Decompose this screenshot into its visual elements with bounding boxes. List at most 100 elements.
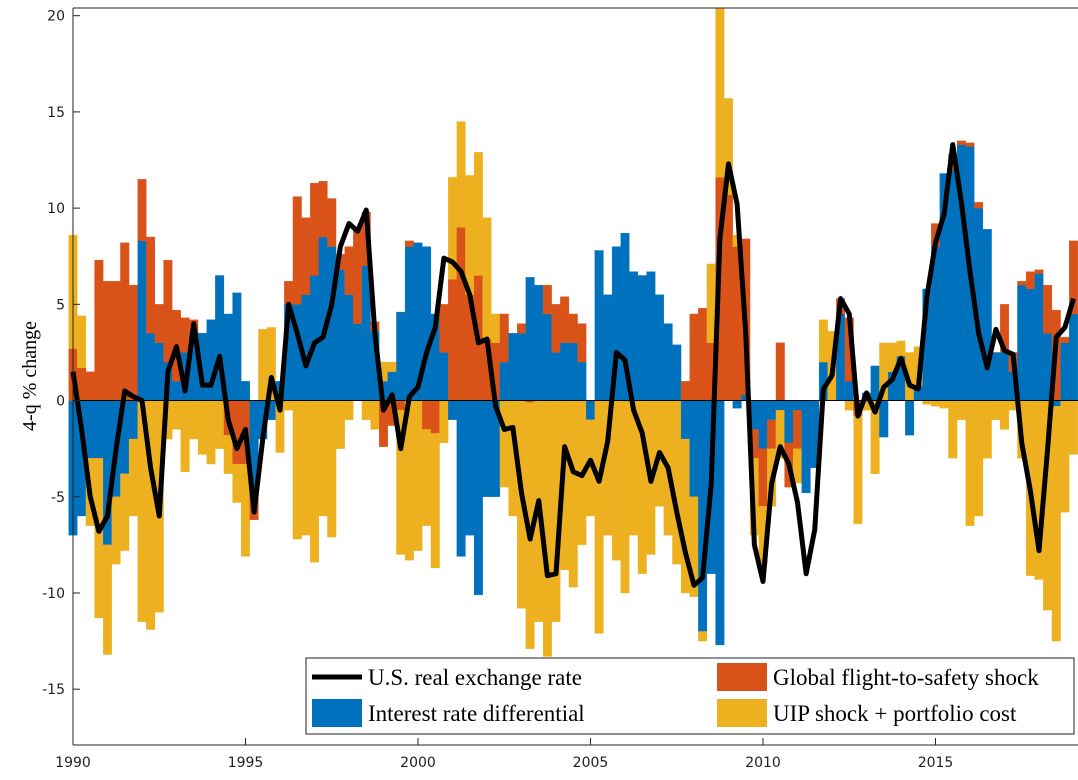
bar-segment (767, 419, 777, 449)
bar-segment (1034, 273, 1044, 401)
bar-segment (465, 175, 475, 295)
bar-segment (620, 400, 630, 594)
legend-swatch (717, 663, 767, 691)
bar-segment (1051, 406, 1061, 642)
bar-segment (965, 142, 975, 147)
bar-segment (128, 400, 138, 440)
bar-segment (258, 329, 268, 401)
bar-segment (128, 438, 138, 517)
bar-segment (465, 400, 475, 536)
bar-segment (456, 121, 466, 228)
bar-segment (896, 340, 906, 357)
bar-segment (335, 269, 345, 401)
bar-segment (404, 246, 414, 401)
y-tick-label: 15 (47, 105, 65, 121)
bar-segment (637, 275, 647, 401)
bar-segment (724, 98, 733, 195)
bar-segment (982, 229, 992, 401)
bar-segment (517, 333, 526, 401)
bar-segment (85, 371, 95, 401)
bar-segment (456, 400, 466, 557)
y-tick-label: -10 (42, 586, 65, 602)
bar-segment (137, 179, 147, 241)
bar-segment (922, 400, 932, 405)
bar-segment (439, 352, 449, 401)
bar-segment (456, 227, 466, 401)
bar-segment (310, 400, 319, 563)
bar-segment (1034, 269, 1044, 274)
bar-segment (1017, 284, 1027, 401)
bar-segment (534, 284, 544, 401)
bar-segment (1000, 400, 1009, 430)
bar-segment (758, 448, 768, 507)
bar-segment (422, 400, 432, 430)
bar-segment (931, 400, 940, 407)
bar-segment (318, 181, 328, 238)
legend-swatch (312, 699, 362, 727)
bar-segment (232, 292, 242, 401)
bar-segment (1060, 400, 1070, 513)
bar-segment (197, 400, 207, 455)
bar-segment (870, 365, 880, 401)
bar-segment (241, 381, 250, 401)
bar-segment (715, 7, 725, 178)
bar-segment (698, 631, 708, 642)
bar-segment (120, 242, 130, 401)
y-tick-label: 10 (47, 201, 65, 217)
y-tick-label: 20 (47, 9, 65, 25)
bar-segment (189, 400, 199, 440)
bar-segment (784, 400, 794, 444)
bar-segment (680, 400, 690, 440)
bar-segment (473, 400, 483, 596)
bar-segment (482, 400, 492, 497)
bar-segment (1069, 313, 1078, 401)
bar-segment (396, 400, 406, 411)
bar-segment (448, 400, 457, 420)
bar-segment (844, 400, 854, 411)
bar-segment (1060, 342, 1070, 401)
bar-segment (560, 296, 570, 343)
bar-segment (698, 308, 708, 401)
bar-segment (396, 311, 406, 401)
bar-segment (430, 433, 440, 569)
plot-area (68, 7, 1078, 657)
bar-segment (586, 400, 595, 420)
bar-segment (1025, 271, 1035, 290)
bar-segment (499, 361, 509, 401)
bar-segment (215, 400, 225, 449)
bar-segment (310, 182, 319, 276)
y-tick-label: 0 (56, 394, 65, 410)
bar-segment (120, 473, 130, 551)
bar-segment (905, 400, 915, 436)
bar-segment (473, 152, 483, 276)
bar-segment (508, 333, 518, 401)
bar-segment (542, 313, 552, 401)
bar-segment (154, 304, 164, 343)
bar-segment (111, 496, 121, 565)
bar-segment (180, 317, 190, 353)
bar-segment (680, 381, 690, 401)
legend-label: Global flight-to-safety shock (773, 665, 1039, 690)
legend: U.S. real exchange rate Global flight-to-… (305, 657, 1075, 735)
bar-segment (724, 194, 733, 401)
bar-segment (163, 259, 173, 363)
bar-segment (663, 323, 673, 401)
bar-segment (94, 458, 104, 619)
bar-segment (1000, 352, 1009, 401)
bar-segment (948, 169, 958, 401)
bar-segment (284, 400, 294, 411)
bar-segment (111, 281, 121, 401)
bar-segment (793, 400, 802, 411)
bar-segment (689, 313, 699, 401)
bar-segment (991, 352, 1001, 401)
x-tick-label: 1990 (55, 755, 91, 771)
bar-segment (672, 344, 682, 401)
bar-segment (318, 400, 328, 517)
bar-segment (77, 315, 87, 368)
legend-label: Interest rate differential (368, 701, 585, 726)
bar-segment (146, 236, 156, 334)
x-tick-label: 2010 (745, 755, 781, 771)
bar-segment (206, 400, 216, 465)
bar-segment (577, 323, 587, 363)
